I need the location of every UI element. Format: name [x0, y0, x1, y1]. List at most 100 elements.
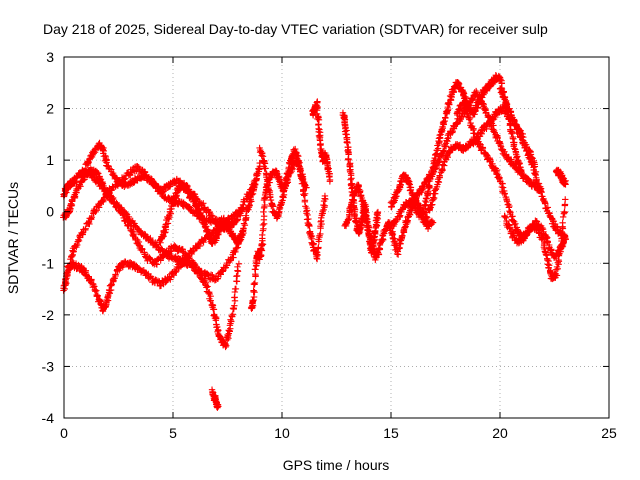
y-tick-label: 0 [46, 204, 54, 220]
data-point-marker [160, 188, 167, 195]
data-point-marker [252, 272, 259, 280]
data-point-marker [109, 275, 117, 283]
y-tick-label: 2 [46, 101, 54, 117]
y-tick-label: -2 [42, 307, 55, 323]
data-point-marker [125, 221, 132, 228]
data-point-marker [157, 281, 165, 289]
series-track-j [309, 98, 334, 185]
data-markers [60, 72, 569, 411]
x-tick-label: 15 [383, 425, 399, 441]
data-point-marker [159, 234, 166, 241]
y-tick-label: -3 [42, 358, 55, 374]
data-point-marker [90, 281, 97, 289]
data-point-marker [82, 225, 89, 232]
data-point-marker [118, 207, 125, 214]
data-point-marker [92, 288, 99, 295]
data-point-marker [88, 214, 96, 221]
data-point-marker [235, 260, 243, 267]
data-point-marker [250, 287, 257, 294]
data-point-marker [301, 197, 309, 204]
data-point-marker [74, 238, 81, 245]
data-point-marker [93, 168, 101, 176]
data-point-marker [259, 221, 267, 229]
x-tick-label: 25 [601, 425, 617, 441]
data-point-marker [131, 222, 139, 229]
data-point-marker [313, 255, 321, 263]
data-point-marker [230, 305, 237, 313]
x-tick-label: 0 [60, 425, 68, 441]
data-point-marker [144, 233, 151, 240]
data-point-marker [202, 282, 210, 289]
data-point-marker [67, 255, 74, 263]
x-tick-label: 10 [274, 425, 290, 441]
data-point-marker [200, 200, 207, 207]
y-tick-label: -4 [42, 410, 55, 426]
data-point-marker [229, 311, 236, 318]
data-point-marker [106, 165, 113, 173]
data-point-marker [544, 261, 552, 268]
data-point-marker [190, 190, 198, 198]
series-track-q [501, 196, 569, 283]
chart-title: Day 218 of 2025, Sidereal Day-to-day VTE… [43, 21, 548, 37]
data-point-marker [326, 176, 334, 184]
data-point-marker [73, 185, 81, 193]
data-point-marker [128, 227, 135, 235]
data-point-marker [233, 217, 241, 224]
data-point-marker [231, 294, 238, 301]
data-point-marker [115, 203, 122, 211]
data-point-marker [85, 158, 92, 166]
series-track-k [339, 109, 382, 257]
data-point-marker [259, 231, 266, 239]
data-point-marker [130, 230, 138, 238]
series-track-f [156, 159, 264, 247]
data-point-marker [279, 193, 287, 200]
data-point-marker [231, 302, 238, 309]
data-point-marker [85, 219, 92, 226]
data-point-marker [90, 150, 97, 157]
data-point-marker [260, 208, 267, 216]
data-point-marker [146, 255, 154, 262]
data-point-marker [222, 340, 229, 348]
data-point-marker [205, 289, 212, 297]
data-point-marker [167, 210, 175, 217]
y-axis-label: SDTVAR / TECUs [5, 182, 21, 294]
data-point-marker [258, 241, 265, 249]
series-track-s [552, 166, 569, 188]
data-point-marker [260, 212, 268, 220]
data-point-marker [87, 155, 94, 162]
data-point-marker [188, 249, 196, 256]
data-point-marker [251, 289, 258, 296]
data-point-marker [228, 318, 235, 325]
data-point-marker [562, 196, 569, 203]
x-tick-label: 5 [169, 425, 177, 441]
data-point-marker [200, 239, 207, 246]
data-point-marker [70, 248, 77, 255]
data-point-marker [506, 207, 513, 215]
data-point-marker [94, 292, 101, 300]
data-point-marker [92, 208, 99, 216]
data-point-marker [559, 219, 566, 227]
data-point-marker [204, 283, 211, 290]
x-axis-label: GPS time / hours [283, 457, 390, 473]
data-point-marker [73, 241, 81, 249]
grid-lines [64, 57, 609, 418]
data-point-marker [172, 268, 179, 276]
data-point-marker [147, 175, 155, 182]
data-point-marker [112, 272, 119, 280]
data-point-marker [114, 202, 121, 209]
data-point-marker [212, 317, 220, 324]
data-point-marker [103, 159, 110, 166]
data-point-marker [93, 291, 100, 299]
data-point-marker [167, 276, 174, 283]
data-point-marker [135, 242, 143, 249]
data-point-marker [251, 279, 259, 287]
data-point-marker [345, 156, 352, 163]
data-point-marker [343, 139, 351, 146]
x-tick-label: 20 [492, 425, 508, 441]
y-tick-label: 3 [46, 49, 54, 65]
data-point-marker [250, 280, 258, 288]
data-point-marker [156, 278, 163, 285]
data-point-marker [157, 257, 164, 264]
